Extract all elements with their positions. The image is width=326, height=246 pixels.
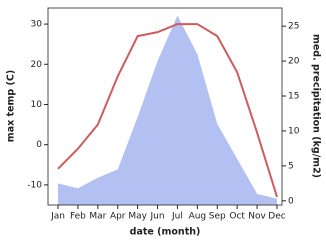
- x-tick-label: Dec: [268, 212, 285, 222]
- precipitation-area: [58, 15, 277, 205]
- plot-frame: [47, 7, 283, 206]
- y2-tick-label: 20: [288, 57, 300, 67]
- x-tick-label: Jul: [171, 212, 183, 222]
- y-tick-label: -10: [27, 180, 42, 190]
- x-tick-label: Aug: [189, 212, 207, 222]
- y-tick-label: 10: [31, 100, 43, 110]
- temperature-line: [57, 23, 278, 198]
- y2-tick-label: 15: [288, 92, 299, 102]
- y2-tick-label: 25: [288, 22, 299, 32]
- x-tick-label: Jan: [50, 212, 65, 222]
- x-tick-label: Jun: [150, 212, 165, 222]
- y2-axis-label: med. precipitation (kg/m2): [311, 34, 322, 178]
- y2-tick-label: 10: [288, 126, 300, 136]
- y-axis-label: max temp (C): [6, 70, 17, 142]
- y-tick-label: 20: [31, 60, 43, 70]
- y-tick-label: 0: [36, 140, 42, 150]
- x-tick-label: Oct: [229, 212, 245, 222]
- x-axis-label: date (month): [130, 227, 201, 238]
- y2-tick-label: 5: [288, 161, 294, 171]
- x-tick-label: Feb: [70, 212, 86, 222]
- x-tick-label: Sep: [209, 212, 226, 222]
- x-tick-label: Apr: [110, 212, 126, 222]
- x-tick-label: Mar: [89, 212, 106, 222]
- x-tick-label: May: [128, 212, 147, 222]
- y-tick-label: 30: [31, 20, 43, 30]
- x-tick-label: Nov: [248, 212, 266, 222]
- y2-tick-label: 0: [288, 196, 294, 206]
